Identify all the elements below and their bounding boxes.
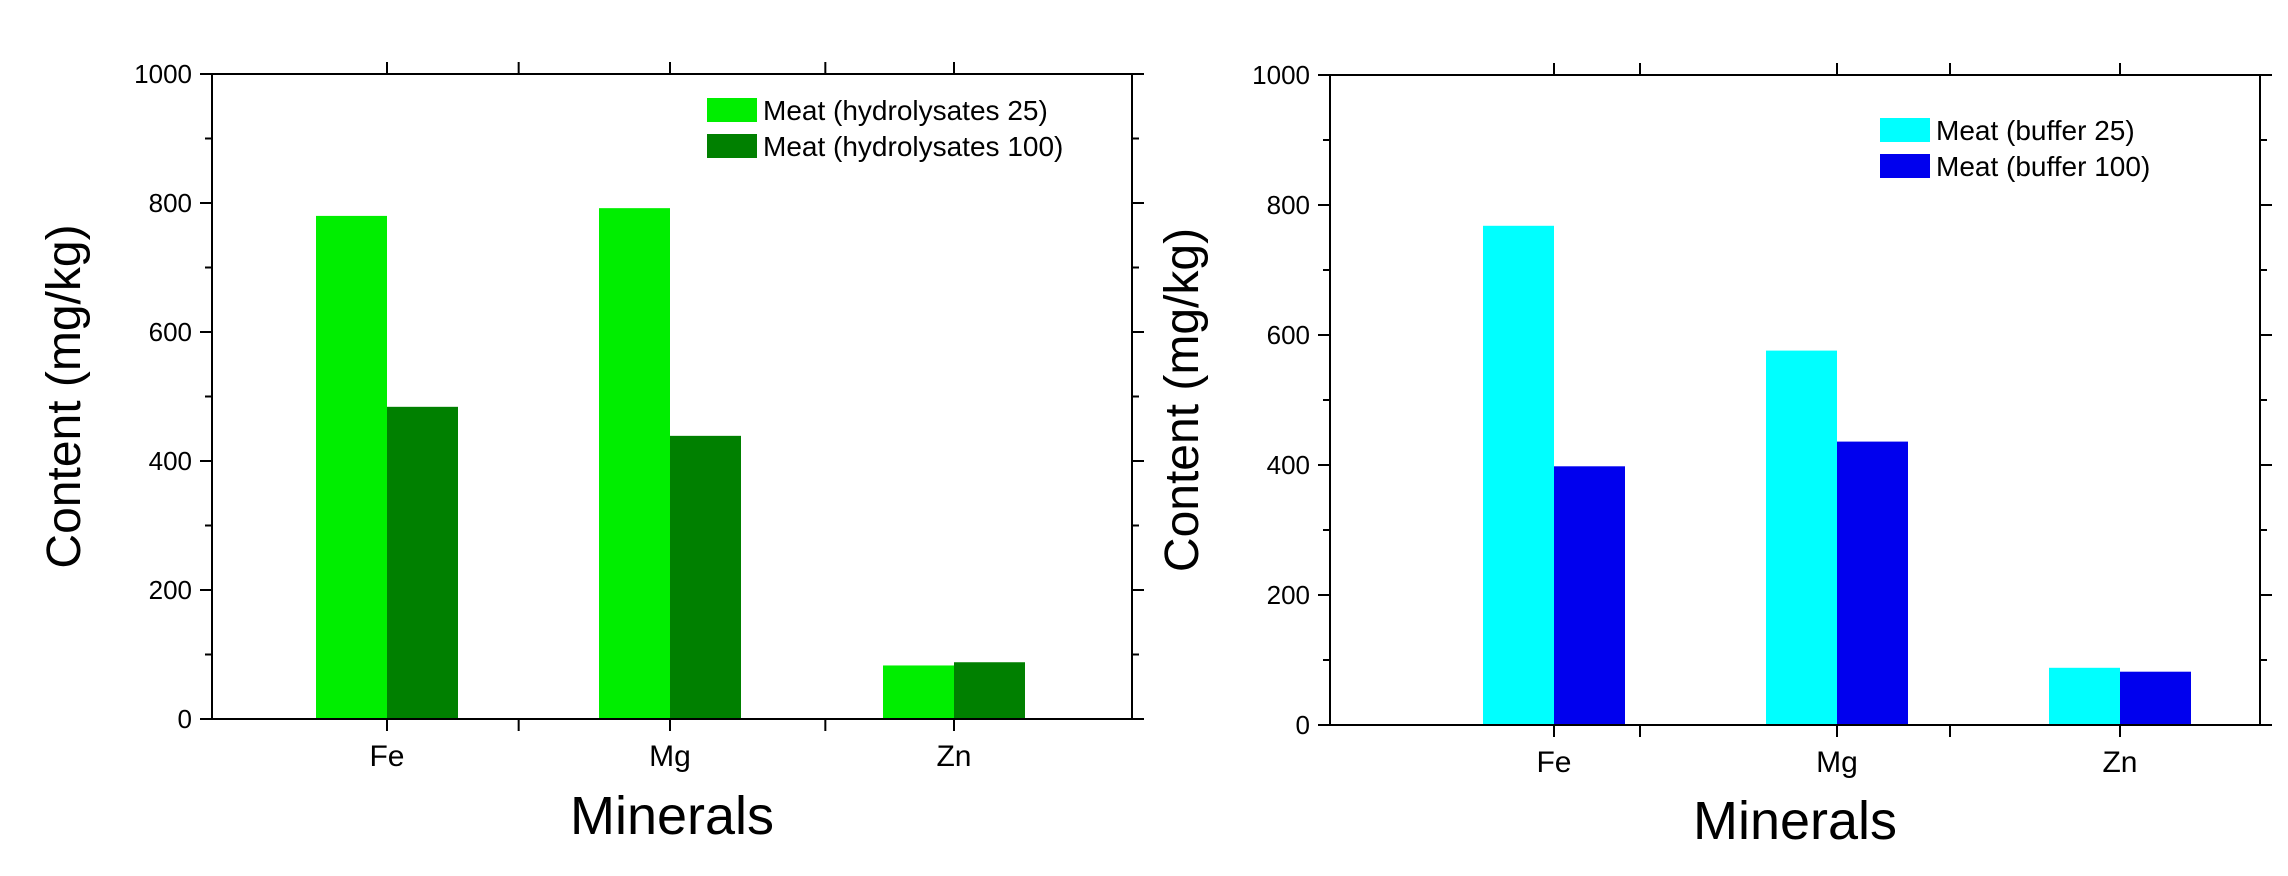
x-tick-label-mg: Mg (1816, 746, 1858, 779)
x-axis-title: Minerals (570, 786, 774, 846)
legend: Meat (buffer 25) Meat (buffer 100) (1880, 115, 2150, 182)
bar-zn-series-1: Meat (buffer 25) Zn: 88 (2049, 667, 2120, 725)
bar-fe-series-1: Meat (hydrolysates 25) Fe: 780 (316, 215, 387, 719)
left-mineral-chart: Meat (hydrolysates 25) Fe: 780Meat (hydr… (38, 59, 1144, 846)
x-tick-label-fe: Fe (1536, 746, 1571, 779)
legend-swatch-1 (707, 98, 757, 122)
y-tick-label: 400 (1267, 450, 1310, 480)
legend-swatch-2 (707, 134, 757, 158)
x-axis-title: Minerals (1693, 791, 1897, 851)
bar-mg-series-2: Meat (hydrolysates 100) Mg: 439 (670, 435, 741, 719)
y-tick-label: 200 (149, 575, 192, 605)
bar-fe-series-2: Meat (hydrolysates 100) Fe: 484 (387, 406, 458, 719)
legend-label-1: Meat (hydrolysates 25) (763, 95, 1048, 126)
legend-label-2: Meat (buffer 100) (1936, 151, 2150, 182)
y-axis-title: Content (mg/kg) (1156, 228, 1209, 572)
y-ticks: 0 200 400 600 800 1000 (1252, 60, 2272, 740)
right-mineral-chart: Meat (buffer 25) Fe: 768 Meat (buffer 25)… (1156, 60, 2272, 851)
bars: Meat (buffer 25) Fe: 768 Meat (buffer 25)… (1483, 225, 2191, 726)
legend-swatch-1 (1880, 118, 1930, 142)
bars: Meat (hydrolysates 25) Fe: 780Meat (hydr… (316, 208, 1025, 719)
legend: Meat (hydrolysates 25) Meat (hydrolysates… (707, 95, 1063, 162)
x-ticks: Fe Mg Zn (1536, 63, 2138, 779)
legend-label-2: Meat (hydrolysates 100) (763, 131, 1063, 162)
y-tick-label: 1000 (134, 59, 192, 89)
x-ticks: Fe Mg Zn (369, 62, 972, 773)
x-tick-label-zn: Zn (936, 740, 971, 773)
legend-label-1: Meat (buffer 25) (1936, 115, 2135, 146)
bar-zn-series-2: Meat (buffer 100) Zn: 82 (2120, 671, 2191, 725)
legend-swatch-2 (1880, 154, 1930, 178)
bar-zn-series-1: Meat (hydrolysates 25) Zn: 83 (883, 665, 954, 719)
y-axis-title: Content (mg/kg) (38, 224, 91, 568)
y-tick-label: 0 (178, 704, 192, 734)
y-tick-label: 1000 (1252, 60, 1310, 90)
bar-zn-series-2: Meat (hydrolysates 100) Zn: 88 (954, 662, 1025, 719)
bar-mg-series-1: Meat (buffer 25) Mg: 576 (1766, 350, 1837, 725)
y-tick-label: 0 (1296, 710, 1310, 740)
y-tick-label: 600 (149, 317, 192, 347)
y-tick-label: 200 (1267, 580, 1310, 610)
y-tick-label: 800 (149, 188, 192, 218)
x-tick-label-mg: Mg (649, 740, 691, 773)
bar-mg-series-1: Meat (hydrolysates 25) Mg: 792 (599, 208, 670, 719)
y-ticks: 0 200 400 600 800 1000 (134, 59, 1144, 734)
x-tick-label-fe: Fe (369, 740, 404, 773)
x-tick-label-zn: Zn (2102, 746, 2137, 779)
y-tick-label: 800 (1267, 190, 1310, 220)
bar-mg-series-2: Meat (buffer 100) Mg: 436 (1837, 441, 1908, 725)
bar-fe-series-2: Meat (buffer 100) Fe: 398 (1554, 466, 1625, 725)
y-tick-label: 600 (1267, 320, 1310, 350)
bar-fe-series-1: Meat (buffer 25) Fe: 768 (1483, 225, 1554, 726)
y-tick-label: 400 (149, 446, 192, 476)
